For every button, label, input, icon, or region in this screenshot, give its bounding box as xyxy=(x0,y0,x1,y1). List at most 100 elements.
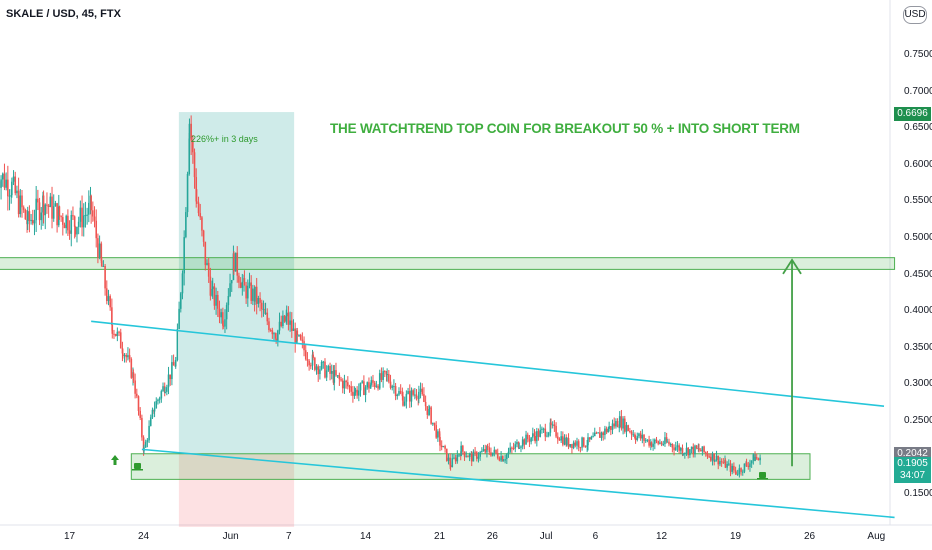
upper-resistance-zone xyxy=(0,257,896,270)
symbol-title[interactable]: SKALE / USD, 45, FTX xyxy=(6,8,121,20)
candle-body xyxy=(517,441,520,449)
candle-body xyxy=(665,437,668,442)
candle-body xyxy=(95,220,98,239)
candle-body xyxy=(595,432,598,434)
drop-range-box xyxy=(178,453,295,527)
candle-body xyxy=(222,325,225,327)
candle-body xyxy=(123,355,126,357)
candle-body xyxy=(462,445,464,452)
candle-body xyxy=(137,396,140,411)
candle-body xyxy=(752,454,755,461)
time-tick-label: 21 xyxy=(434,531,446,542)
candle-body xyxy=(622,418,624,429)
candle-body xyxy=(590,436,593,440)
candle-body xyxy=(704,452,707,454)
candle-body xyxy=(490,452,492,456)
candle-body xyxy=(100,243,103,261)
candle-body xyxy=(144,441,147,448)
candle-body xyxy=(684,453,686,455)
currency-button[interactable]: USD xyxy=(903,6,927,24)
candle-body xyxy=(528,439,531,442)
candle-body xyxy=(369,384,372,389)
time-tick-label: 19 xyxy=(730,531,742,542)
candle-body xyxy=(282,315,284,326)
candle-body xyxy=(474,451,476,453)
candle-body xyxy=(353,392,356,396)
candle-body xyxy=(634,438,637,440)
candle-body xyxy=(24,209,27,220)
candle-body xyxy=(415,394,418,398)
candle-body xyxy=(86,214,88,216)
target-arrow-head xyxy=(782,258,802,275)
candle-body xyxy=(618,416,621,428)
candle-body xyxy=(398,391,400,395)
candle-body xyxy=(472,451,475,462)
candle-body xyxy=(42,195,45,216)
candle-body xyxy=(113,333,115,335)
candle-body xyxy=(317,366,320,375)
candle-body xyxy=(264,312,267,314)
candle-body xyxy=(655,439,658,442)
candle-body xyxy=(428,407,431,410)
candle-body xyxy=(546,435,548,437)
candle-body xyxy=(193,152,196,178)
candle-body xyxy=(167,374,170,388)
candle-body xyxy=(470,453,473,462)
candle-body xyxy=(736,473,739,475)
candle-body xyxy=(296,330,299,336)
candle-body xyxy=(68,230,71,234)
candle-body xyxy=(604,428,606,436)
candle-body xyxy=(285,312,288,317)
candle-body xyxy=(241,281,244,288)
price-tick-label: 0.6000 xyxy=(904,158,932,170)
candle-body xyxy=(314,357,316,370)
coffee-cup-icon xyxy=(134,463,141,469)
candle-body xyxy=(206,262,208,266)
candle-body xyxy=(481,451,483,453)
candle-body xyxy=(230,280,233,284)
candle-body xyxy=(292,328,295,331)
candle-body xyxy=(142,437,145,452)
candle-body xyxy=(114,334,117,336)
candle-body xyxy=(632,434,635,436)
candle-body xyxy=(186,173,189,213)
candle-body xyxy=(572,442,575,448)
candle-body xyxy=(356,389,358,396)
candle-body xyxy=(423,394,425,402)
candle-body xyxy=(574,442,577,446)
candle-body xyxy=(160,391,163,399)
candle-body xyxy=(405,393,408,402)
candle-body xyxy=(26,211,29,225)
candle-body xyxy=(680,447,682,451)
candle-body xyxy=(218,308,221,318)
candle-body xyxy=(577,441,580,448)
candle-body xyxy=(719,461,721,465)
candle-body xyxy=(220,312,222,318)
candle-body xyxy=(439,436,441,446)
candle-body xyxy=(514,444,517,449)
candle-body xyxy=(391,386,394,388)
candle-body xyxy=(312,354,314,358)
price-tick-label: 0.4500 xyxy=(904,268,932,280)
candle-body xyxy=(211,286,214,289)
candle-body xyxy=(359,382,362,391)
candle-body xyxy=(377,385,379,389)
candle-body xyxy=(335,370,337,376)
candle-body xyxy=(332,370,335,383)
candle-body xyxy=(65,215,67,229)
candle-body xyxy=(759,457,761,461)
candle-body xyxy=(521,439,524,447)
candle-body xyxy=(593,432,596,437)
candle-body xyxy=(49,196,52,207)
candle-body xyxy=(534,435,536,442)
candle-body xyxy=(743,463,746,472)
candle-body xyxy=(176,329,179,361)
candle-body xyxy=(72,215,74,217)
upper-trendline xyxy=(91,320,885,407)
candle-body xyxy=(634,434,636,439)
candle-body xyxy=(303,341,305,351)
candle-body xyxy=(324,361,326,378)
candle-body xyxy=(90,195,92,211)
candle-body xyxy=(468,454,471,457)
